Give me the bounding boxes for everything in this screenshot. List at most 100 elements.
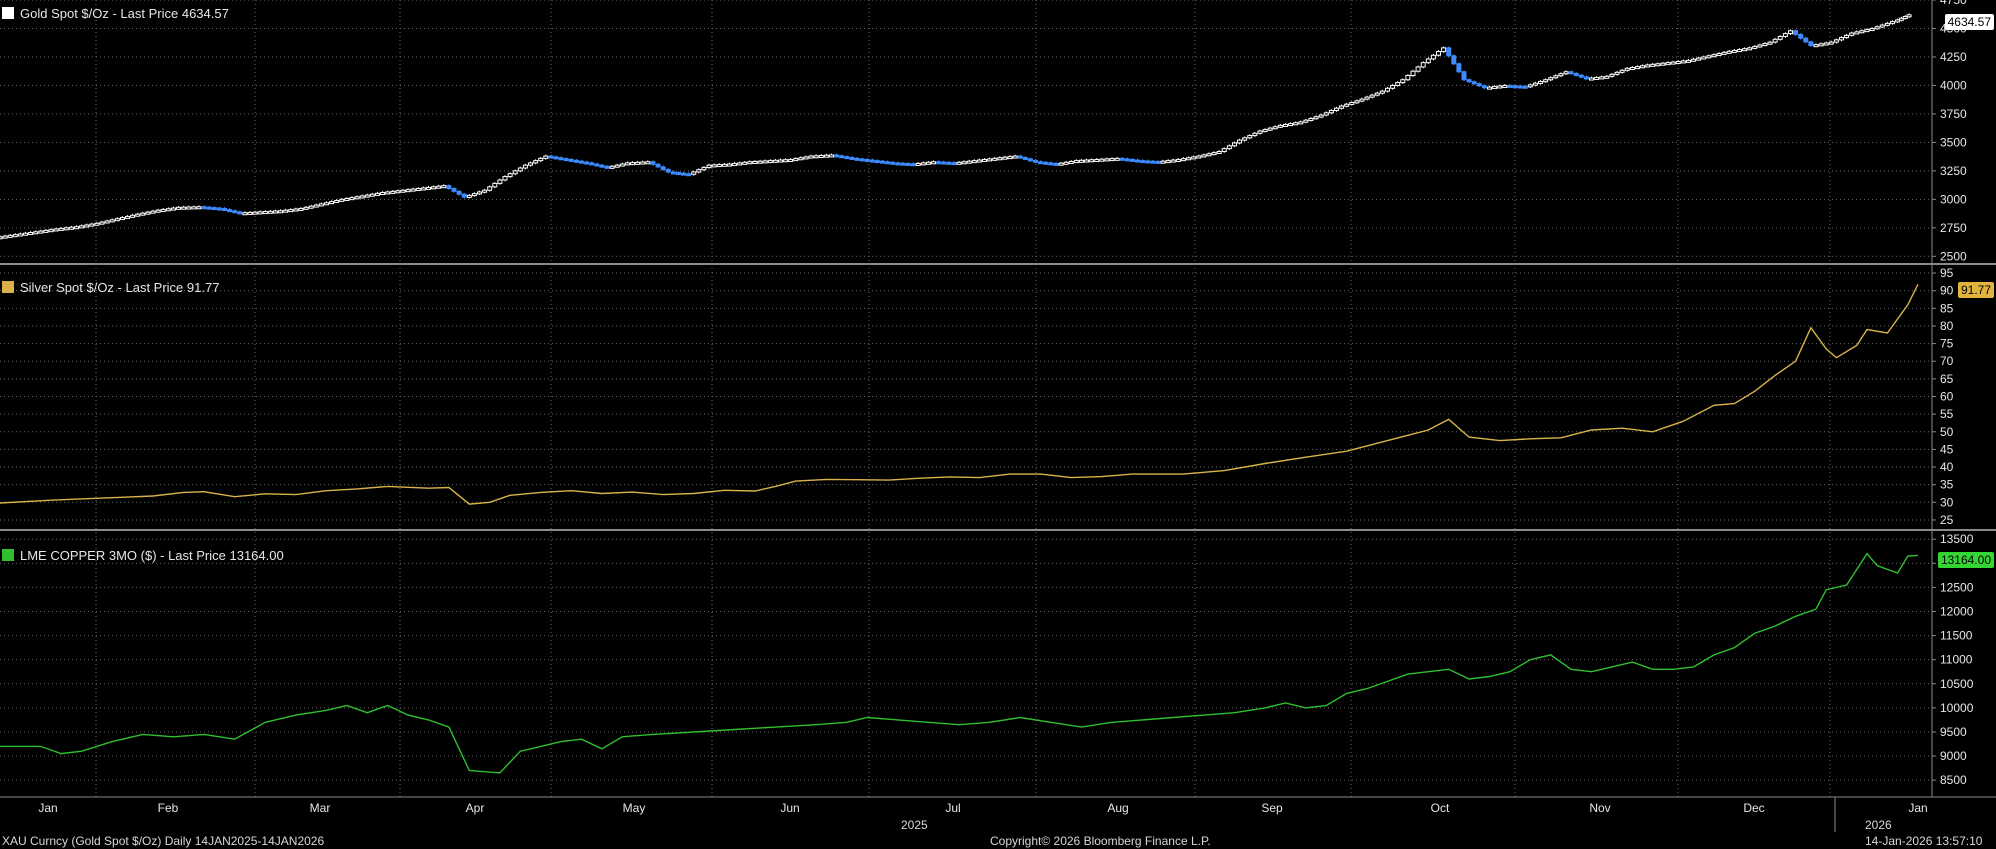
candle-body: [1119, 157, 1125, 161]
candle-body: [1293, 122, 1299, 126]
candle-body: [1578, 74, 1584, 78]
candle-body: [1838, 37, 1844, 41]
candle-body: [910, 163, 916, 167]
candle-body: [1476, 83, 1482, 87]
candle-body: [1736, 49, 1742, 53]
candle-body: [1155, 160, 1161, 164]
candle-body: [471, 193, 477, 197]
candle-body: [2, 235, 8, 239]
candle-body: [191, 206, 197, 210]
y-tick-label: 3500: [1940, 135, 1967, 149]
y-tick-label: 9000: [1940, 749, 1967, 763]
candle-body: [1089, 159, 1095, 163]
candle-body: [548, 155, 554, 159]
candle-body: [487, 186, 493, 191]
candle-body: [1007, 156, 1013, 160]
candle-body: [675, 172, 681, 176]
candle-body: [0, 236, 3, 240]
candle-body: [1175, 158, 1181, 162]
y-tick-label: 12500: [1940, 580, 1974, 594]
candle-body: [1864, 29, 1870, 33]
candle-body: [624, 162, 630, 166]
candle-body: [946, 161, 952, 165]
candle-body: [742, 161, 748, 165]
candle-body: [1196, 155, 1202, 159]
candle-body: [206, 206, 212, 210]
candle-body: [1634, 66, 1640, 70]
candle-body: [1170, 159, 1176, 163]
candle-body: [390, 190, 396, 194]
silver-last-price-tag: 91.77: [1957, 282, 1994, 298]
y-tick-label: 50: [1940, 425, 1954, 439]
candle-body: [1390, 84, 1396, 89]
candle-body: [1538, 80, 1544, 84]
y-tick-label: 4750: [1940, 0, 1967, 7]
candle-body: [828, 154, 834, 158]
candle-body: [1012, 155, 1018, 159]
candle-body: [920, 162, 926, 166]
candle-body: [803, 156, 809, 160]
candle-body: [1410, 70, 1416, 76]
candle-body: [732, 162, 738, 166]
candle-body: [1129, 158, 1135, 162]
candle-body: [1512, 85, 1518, 89]
candle-body: [813, 155, 819, 159]
candle-body: [477, 191, 482, 195]
candle-body: [711, 164, 717, 168]
candle-body: [512, 170, 518, 175]
footer-security-info: XAU Curncy (Gold Spot $/Oz) Daily 14JAN2…: [2, 834, 325, 848]
candle-body: [53, 228, 59, 232]
candle-body: [1522, 85, 1528, 89]
y-tick-label: 85: [1940, 301, 1954, 315]
candle-body: [900, 162, 906, 166]
candle-body: [1833, 39, 1839, 43]
x-tick-label: Jan: [38, 801, 57, 815]
candle-body: [359, 195, 365, 199]
copper-price-line: [0, 552, 1919, 774]
candle-body: [1558, 73, 1564, 77]
candle-body: [1206, 153, 1212, 157]
candle-body: [232, 210, 238, 214]
candle-body: [211, 207, 217, 211]
footer-year-2025: 2025: [901, 818, 928, 832]
candle-body: [737, 162, 743, 166]
candle-body: [1369, 94, 1375, 98]
candle-body: [997, 157, 1003, 161]
candle-body: [1879, 24, 1885, 28]
candle-body: [63, 227, 69, 231]
candle-body: [640, 161, 646, 165]
copper-legend-label: LME COPPER 3MO ($) - Last Price 13164.00: [20, 547, 284, 563]
candle-body: [1691, 58, 1697, 62]
candle-body: [1573, 72, 1579, 76]
silver-legend-label: Silver Spot $/Oz - Last Price 91.77: [20, 279, 220, 295]
candle-body: [1359, 98, 1365, 102]
candle-body: [777, 159, 783, 163]
candle-body: [23, 232, 29, 236]
candle-body: [1543, 79, 1549, 83]
candle-body: [1084, 159, 1090, 163]
candle-body: [645, 161, 651, 165]
candle-body: [216, 207, 222, 211]
candle-body: [247, 211, 253, 215]
candle-body: [614, 164, 620, 168]
candle-body: [344, 197, 350, 201]
y-tick-label: 8500: [1940, 773, 1967, 787]
candle-body: [374, 192, 380, 196]
candle-body: [405, 189, 411, 193]
candle-body: [1711, 54, 1717, 58]
candle-body: [971, 160, 977, 164]
candle-body: [655, 163, 661, 168]
candle-body: [1798, 33, 1804, 39]
candle-body: [543, 155, 549, 159]
candle-body: [369, 193, 375, 197]
candle-body: [38, 230, 44, 234]
candle-body: [1675, 61, 1681, 65]
candle-body: [349, 197, 355, 201]
candle-body: [1303, 119, 1309, 123]
candle-body: [630, 162, 636, 166]
candle-body: [420, 187, 426, 191]
candle-body: [533, 160, 539, 164]
candle-body: [1589, 77, 1595, 81]
candle-body: [308, 205, 314, 209]
candle-body: [1787, 30, 1793, 35]
